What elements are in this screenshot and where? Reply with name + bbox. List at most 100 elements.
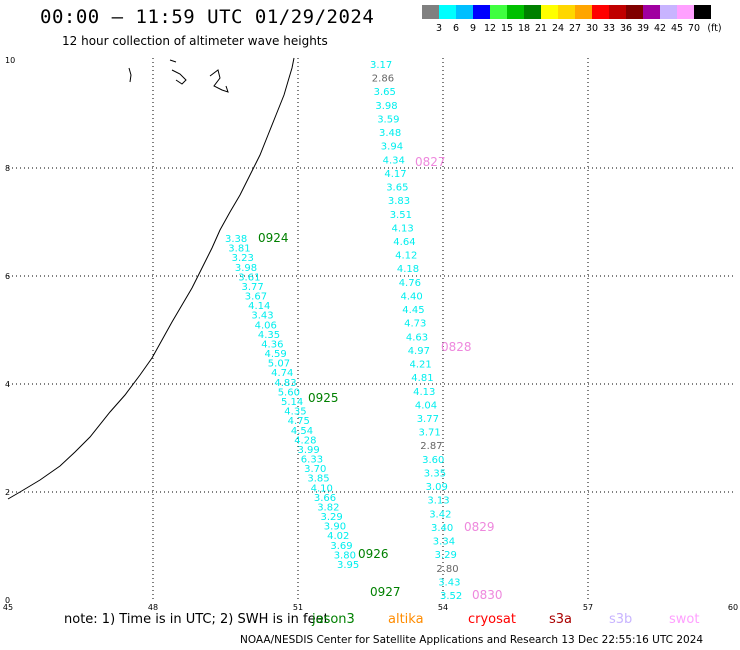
x-tick-label: 48: [148, 603, 158, 610]
island-3: [209, 69, 229, 93]
swh-value: 4.97: [408, 346, 430, 357]
swh-value: 4.02: [327, 531, 349, 542]
legend-swatch: [507, 5, 524, 19]
swh-value: 3.23: [232, 253, 254, 264]
legend-swatch: [660, 5, 677, 19]
swh-value: 4.74: [271, 368, 293, 379]
x-tick-label: 60: [728, 603, 738, 610]
mission-label: cryosat: [468, 612, 516, 627]
y-tick-label: 10: [5, 56, 15, 65]
legend-tick-label: 27: [568, 23, 582, 34]
swh-value: 5.14: [281, 397, 303, 408]
coastline: [7, 57, 295, 500]
mission-label: jason3: [312, 612, 355, 627]
legend-swatch: [422, 5, 439, 19]
swh-value: 3.29: [435, 550, 457, 561]
swh-value: 2.80: [436, 564, 458, 575]
swh-value: 3.99: [298, 445, 320, 456]
swh-value: 3.29: [321, 512, 343, 523]
island-1: [128, 67, 132, 83]
swh-value: 4.75: [288, 416, 310, 427]
legend-tick-label: 6: [452, 23, 460, 34]
swh-value: 6.33: [301, 455, 323, 466]
swh-value: 4.81: [411, 373, 433, 384]
map-grid: [8, 58, 733, 600]
x-tick-label: 51: [293, 603, 303, 610]
swh-value: 4.18: [397, 264, 419, 275]
swh-value: 4.40: [401, 292, 423, 303]
legend-swatch: [490, 5, 507, 19]
swh-value: 4.10: [311, 483, 333, 494]
legend-unit: (ft): [707, 23, 722, 34]
mission-label: s3b: [609, 612, 633, 627]
legend-swatch: [558, 5, 575, 19]
swh-value: 4.14: [248, 301, 270, 312]
swh-value: 3.94: [381, 142, 403, 153]
swh-value: 3.98: [375, 101, 397, 112]
footer-note: note: 1) Time is in UTC; 2) SWH is in fe…: [64, 612, 329, 627]
swh-value: 4.06: [255, 320, 277, 331]
legend-swatch: [524, 5, 541, 19]
mission-label: s3a: [549, 612, 573, 627]
swh-value: 4.36: [261, 340, 283, 351]
swh-value: 4.64: [393, 237, 415, 248]
swh-value: 3.85: [307, 474, 329, 485]
swh-value: 4.12: [395, 251, 417, 262]
legend-swatch: [643, 5, 660, 19]
legend-swatch: [677, 5, 694, 19]
swh-value: 3.80: [334, 550, 356, 561]
swh-value: 3.42: [429, 509, 451, 520]
swh-value: 3.60: [422, 455, 444, 466]
swh-value: 4.17: [384, 169, 406, 180]
swh-value: 3.65: [386, 183, 408, 194]
swh-value: 4.45: [402, 305, 424, 316]
swh-value: 3.77: [417, 414, 439, 425]
swh-value: 3.90: [324, 522, 346, 533]
legend-swatch: [456, 5, 473, 19]
legend-tick-label: 15: [500, 23, 514, 34]
swh-value: 3.59: [377, 115, 399, 126]
x-tick-label: 45: [3, 603, 13, 610]
mission-label: altika: [388, 612, 424, 627]
pass-time-label: 0830: [472, 588, 503, 602]
swh-value: 3.65: [374, 87, 396, 98]
pass-time-label: 0926: [358, 547, 389, 561]
swh-value: 3.81: [228, 244, 250, 255]
swh-value: 3.82: [317, 503, 339, 514]
swh-value: 4.73: [404, 319, 426, 330]
swh-value: 3.83: [388, 196, 410, 207]
swh-value: 3.09: [426, 482, 448, 493]
legend-swatch: [694, 5, 711, 19]
legend-tick-label: 39: [636, 23, 650, 34]
y-tick-label: 4: [5, 380, 10, 389]
swh-value: 2.87: [420, 441, 442, 452]
legend-tick-label: 24: [551, 23, 565, 34]
swh-value: 5.07: [268, 359, 290, 370]
legend-tick-label: 36: [619, 23, 633, 34]
x-tick-label: 57: [583, 603, 593, 610]
swh-value: 3.71: [419, 428, 441, 439]
legend-tick-label: 9: [469, 23, 477, 34]
swh-value: 4.83: [274, 378, 296, 389]
swh-value: 3.98: [235, 263, 257, 274]
swh-value: 3.35: [424, 469, 446, 480]
legend-tick-label: 33: [602, 23, 616, 34]
island-2: [169, 59, 187, 85]
legend-tick-label: 70: [687, 23, 701, 34]
swh-value: 3.40: [431, 523, 453, 534]
legend-tick-label: 45: [670, 23, 684, 34]
swh-value: 3.95: [337, 560, 359, 571]
swh-value: 3.52: [440, 591, 462, 602]
axis-ticks: 45 48 51 54 57 60 0 2 4 6 8 10: [3, 56, 738, 610]
y-tick-label: 2: [5, 488, 10, 497]
legend-swatch: [541, 5, 558, 19]
pass-time-label: 0925: [308, 391, 339, 405]
pass-time-label: 0827: [415, 155, 446, 169]
pass-time-label: 0829: [464, 520, 495, 534]
mission-label: swot: [669, 612, 700, 627]
swh-value: 3.69: [330, 541, 352, 552]
swh-value: 4.34: [383, 155, 405, 166]
swh-value: 3.34: [433, 537, 455, 548]
swh-value: 3.67: [245, 292, 267, 303]
